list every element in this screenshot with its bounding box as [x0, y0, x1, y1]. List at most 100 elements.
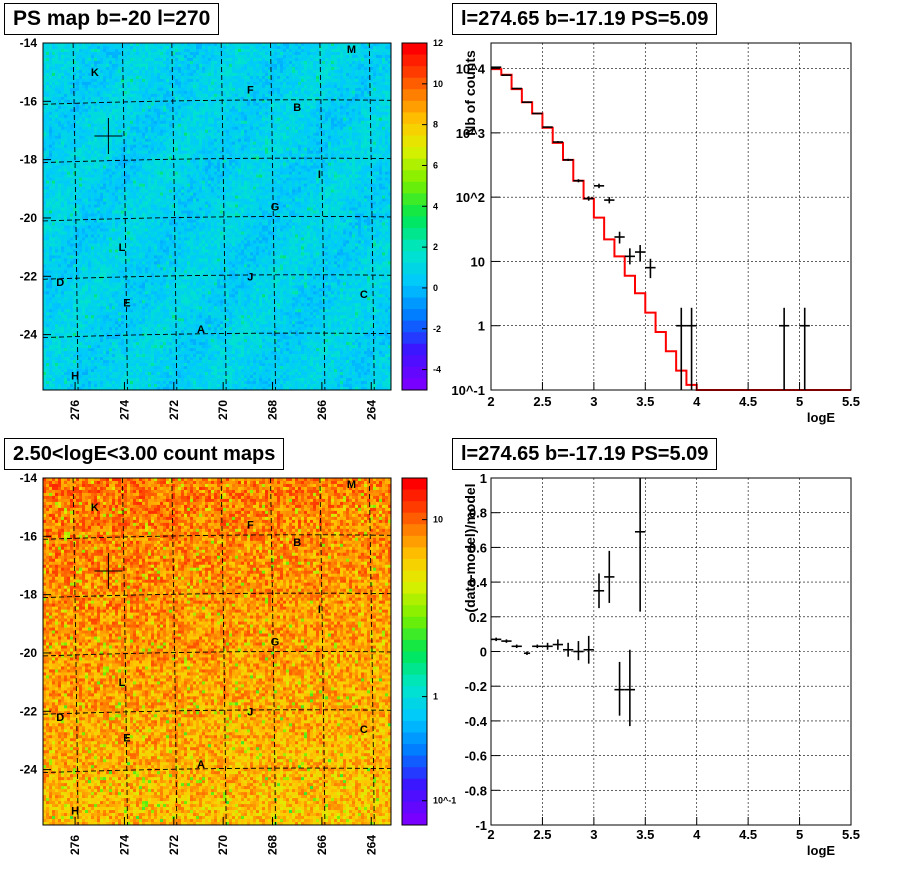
map-pixel [340, 46, 343, 49]
map-pixel [337, 43, 340, 46]
map-pixel [379, 142, 382, 145]
map-pixel [43, 85, 46, 88]
map-pixel [280, 154, 283, 157]
map-pixel [61, 160, 64, 163]
map-pixel [70, 124, 73, 127]
map-pixel [340, 88, 343, 91]
map-pixel [319, 46, 322, 49]
map-pixel [379, 121, 382, 124]
map-pixel [214, 49, 217, 52]
map-pixel [334, 106, 337, 109]
map-pixel [52, 154, 55, 157]
map-pixel [313, 61, 316, 64]
map-pixel [103, 88, 106, 91]
map-pixel [304, 160, 307, 163]
map-pixel [79, 70, 82, 73]
map-pixel [109, 79, 112, 82]
map-pixel [112, 67, 115, 70]
map-pixel [52, 91, 55, 94]
map-pixel [367, 145, 370, 148]
map-pixel [226, 136, 229, 139]
map-pixel [376, 58, 379, 61]
map-pixel [184, 142, 187, 145]
map-pixel [235, 91, 238, 94]
map-pixel [85, 79, 88, 82]
map-pixel [244, 73, 247, 76]
map-pixel [76, 64, 79, 67]
map-pixel [379, 145, 382, 148]
map-pixel [223, 64, 226, 67]
map-pixel [133, 88, 136, 91]
map-pixel [52, 109, 55, 112]
map-pixel [331, 43, 334, 46]
map-pixel [61, 100, 64, 103]
map-pixel [274, 112, 277, 115]
map-pixel [256, 79, 259, 82]
map-pixel [274, 109, 277, 112]
map-pixel [229, 145, 232, 148]
map-pixel [166, 121, 169, 124]
map-pixel [298, 70, 301, 73]
map-pixel [88, 103, 91, 106]
map-pixel [91, 85, 94, 88]
map-pixel [187, 151, 190, 154]
map-pixel [352, 124, 355, 127]
map-pixel [166, 88, 169, 91]
map-pixel [151, 52, 154, 55]
map-pixel [355, 118, 358, 121]
map-pixel [346, 118, 349, 121]
map-pixel [268, 88, 271, 91]
map-pixel [211, 112, 214, 115]
map-pixel [76, 109, 79, 112]
map-pixel [181, 145, 184, 148]
map-pixel [256, 70, 259, 73]
map-pixel [247, 103, 250, 106]
map-pixel [43, 94, 46, 97]
map-pixel [154, 85, 157, 88]
map-pixel [160, 52, 163, 55]
map-pixel [289, 88, 292, 91]
map-pixel [277, 100, 280, 103]
map-pixel [139, 106, 142, 109]
map-pixel [295, 160, 298, 163]
map-pixel [118, 79, 121, 82]
map-pixel [151, 73, 154, 76]
map-pixel [118, 130, 121, 133]
map-pixel [130, 94, 133, 97]
map-pixel [175, 46, 178, 49]
map-pixel [184, 91, 187, 94]
map-pixel [358, 79, 361, 82]
map-pixel [379, 148, 382, 151]
map-pixel [85, 106, 88, 109]
map-pixel [67, 70, 70, 73]
map-pixel [298, 73, 301, 76]
map-pixel [280, 73, 283, 76]
map-pixel [244, 145, 247, 148]
map-pixel [301, 148, 304, 151]
map-pixel [337, 160, 340, 163]
map-pixel [358, 109, 361, 112]
map-pixel [46, 127, 49, 130]
map-pixel [346, 127, 349, 130]
map-pixel [277, 67, 280, 70]
map-pixel [283, 106, 286, 109]
map-pixel [148, 73, 151, 76]
map-pixel [61, 79, 64, 82]
map-pixel [139, 64, 142, 67]
map-pixel [193, 154, 196, 157]
map-pixel [304, 121, 307, 124]
map-pixel [67, 94, 70, 97]
map-pixel [151, 61, 154, 64]
map-pixel [193, 58, 196, 61]
map-pixel [187, 70, 190, 73]
map-pixel [64, 43, 67, 46]
map-pixel [217, 61, 220, 64]
map-pixel [49, 124, 52, 127]
map-pixel [136, 82, 139, 85]
map-pixel [187, 79, 190, 82]
map-pixel [208, 106, 211, 109]
map-pixel [109, 154, 112, 157]
map-pixel [157, 97, 160, 100]
map-pixel [262, 49, 265, 52]
map-pixel [367, 124, 370, 127]
